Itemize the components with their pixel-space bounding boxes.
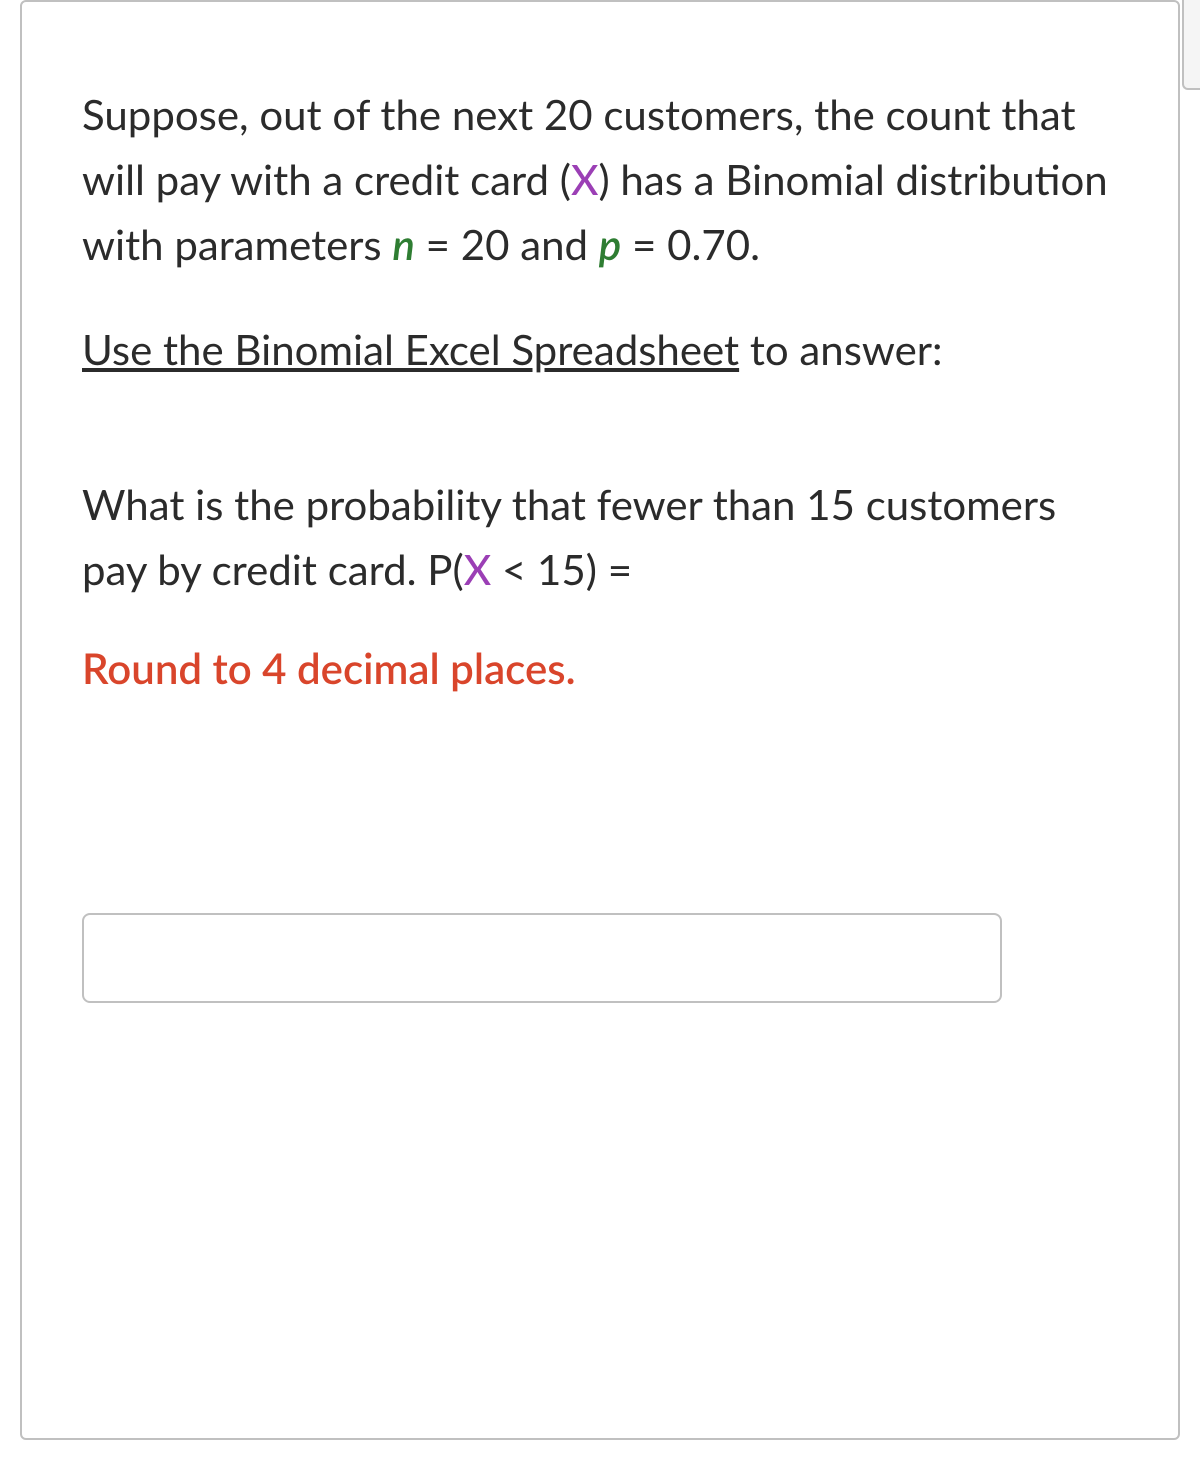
spreadsheet-link-paragraph: Use the Binomial Excel Spreadsheet to an… <box>82 317 1118 382</box>
intro-text-4: = 0.70. <box>621 219 760 269</box>
variable-x: X <box>571 154 598 204</box>
prompt-text-2: < 15) = <box>491 544 632 594</box>
variable-p: p <box>599 219 621 269</box>
scrollbar-fragment <box>1182 0 1200 90</box>
answer-input[interactable] <box>82 913 1002 1003</box>
binomial-spreadsheet-link[interactable]: Use the Binomial Excel Spreadsheet <box>82 324 739 374</box>
intro-text-3: = 20 and <box>415 219 599 269</box>
prompt-variable-x: X <box>464 544 491 594</box>
variable-n: n <box>392 219 415 269</box>
probability-prompt: What is the probability that fewer than … <box>82 472 1118 602</box>
link-suffix-text: to answer: <box>739 324 942 374</box>
question-setup-text: Suppose, out of the next 20 customers, t… <box>82 82 1118 277</box>
question-card: Suppose, out of the next 20 customers, t… <box>20 0 1180 1440</box>
rounding-instruction: Round to 4 decimal places. <box>82 643 1118 693</box>
